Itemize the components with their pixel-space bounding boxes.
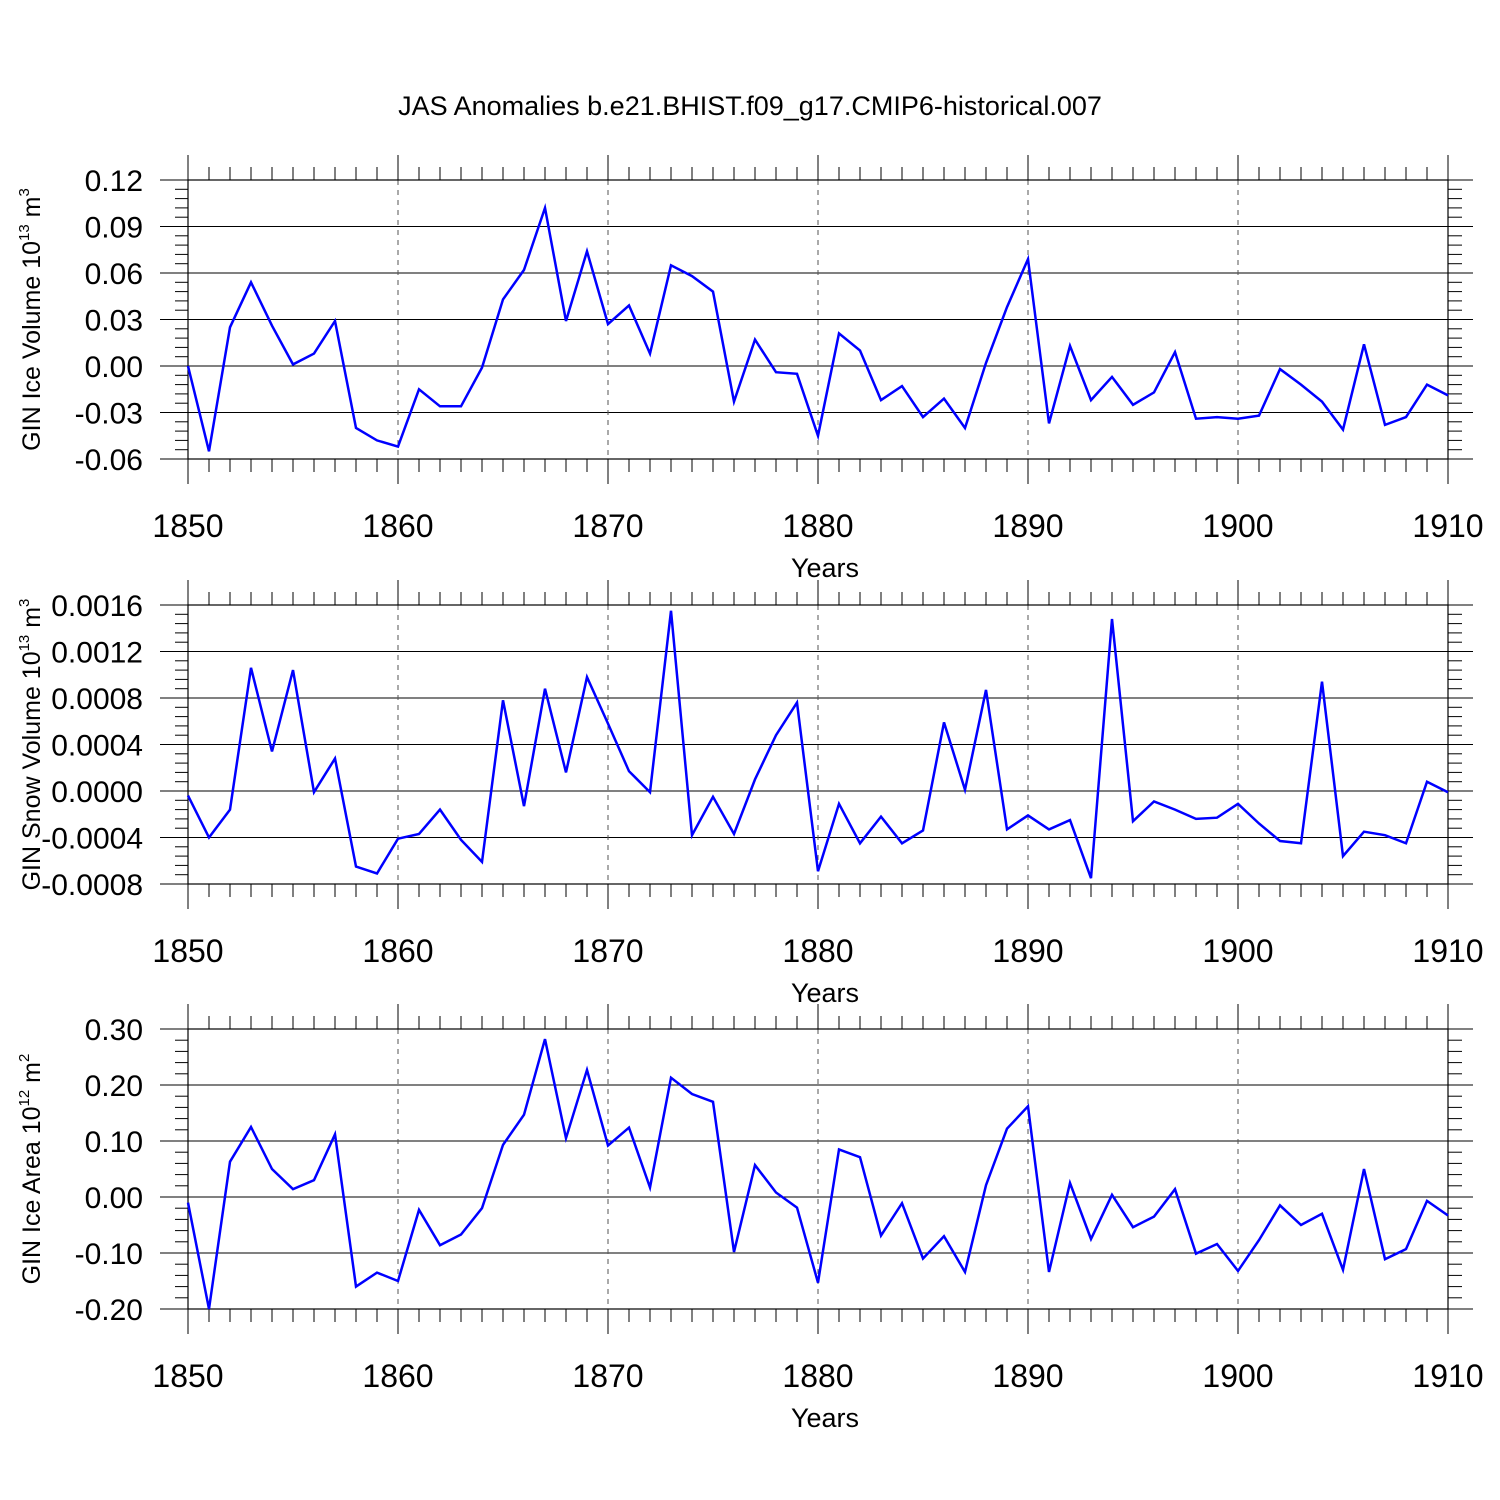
y-axis-title: GIN Ice Area 1012 m2 bbox=[16, 1054, 46, 1285]
y-axis-title-unit-exp: 3 bbox=[16, 188, 33, 196]
xtick-label: 1880 bbox=[782, 508, 853, 544]
x-axis-title: Years bbox=[791, 1403, 859, 1433]
ytick-label: 0.20 bbox=[85, 1070, 143, 1103]
xtick-label: 1850 bbox=[152, 508, 223, 544]
ytick-label: 0.0008 bbox=[51, 683, 143, 716]
ytick-label: -0.0004 bbox=[41, 823, 143, 856]
y-axis-title-unit-exp: 3 bbox=[16, 599, 33, 607]
y-axis-title-exp: 13 bbox=[16, 224, 33, 241]
series-line-ice-area bbox=[186, 1038, 1449, 1310]
y-axis-title-base: GIN Ice Area 10 bbox=[18, 1106, 46, 1284]
ytick-label: 0.30 bbox=[85, 1014, 143, 1047]
xtick-label: 1860 bbox=[362, 933, 433, 969]
xtick-label: 1900 bbox=[1202, 508, 1273, 544]
ytick-label: 0.0004 bbox=[51, 730, 143, 763]
y-axis-title: GIN Snow Volume 1013 m3 bbox=[16, 599, 46, 891]
x-axis-title: Years bbox=[791, 553, 859, 583]
y-axis-title-base: GIN Snow Volume 10 bbox=[18, 651, 46, 890]
x-axis-title: Years bbox=[791, 978, 859, 1008]
panels: -0.06 -0.03 0.00 0.03 0.06 0.09 0.12 1850 1860 18… bbox=[16, 155, 1484, 1433]
y-axis-title-unit-exp: 2 bbox=[16, 1054, 33, 1062]
y-axis-title-exp: 12 bbox=[16, 1090, 33, 1107]
xtick-label: 1880 bbox=[782, 1358, 853, 1394]
xtick-label: 1850 bbox=[152, 933, 223, 969]
xtick-label: 1870 bbox=[572, 933, 643, 969]
plot-frame bbox=[187, 179, 1449, 460]
ytick-label: -0.10 bbox=[75, 1238, 143, 1271]
series-line-ice-volume bbox=[186, 202, 1449, 452]
ytick-label: -0.03 bbox=[75, 398, 143, 431]
xtick-label: 1900 bbox=[1202, 1358, 1273, 1394]
xtick-label: 1880 bbox=[782, 933, 853, 969]
xtick-label: 1860 bbox=[362, 1358, 433, 1394]
y-axis-title-unit: m bbox=[18, 1062, 46, 1090]
ytick-label: 0.0000 bbox=[51, 776, 143, 809]
panel-ice-area: -0.20 -0.10 0.00 0.10 0.20 0.30 1850 1860 1870 18… bbox=[16, 1004, 1484, 1433]
ytick-label: 0.00 bbox=[85, 351, 143, 384]
xtick-label: 1870 bbox=[572, 508, 643, 544]
xtick-label: 1910 bbox=[1412, 933, 1483, 969]
y-axis-title-base: GIN Ice Volume 10 bbox=[18, 241, 46, 451]
xtick-label: 1900 bbox=[1202, 933, 1273, 969]
xtick-label: 1890 bbox=[992, 933, 1063, 969]
ytick-label: -0.06 bbox=[75, 444, 143, 477]
y-axis-title-unit: m bbox=[18, 197, 46, 225]
xtick-label: 1860 bbox=[362, 508, 433, 544]
plot-frame bbox=[187, 604, 1449, 885]
y-axis-title-unit: m bbox=[18, 607, 46, 635]
ytick-label: 0.10 bbox=[85, 1126, 143, 1159]
ytick-label: 0.00 bbox=[85, 1182, 143, 1215]
xtick-label: 1910 bbox=[1412, 1358, 1483, 1394]
ytick-label: 0.03 bbox=[85, 305, 143, 338]
xtick-label: 1870 bbox=[572, 1358, 643, 1394]
ytick-label: 0.0016 bbox=[51, 590, 143, 623]
ytick-label: -0.20 bbox=[75, 1294, 143, 1327]
ytick-label: 0.0012 bbox=[51, 637, 143, 670]
xtick-label: 1890 bbox=[992, 508, 1063, 544]
plot-frame bbox=[187, 1028, 1449, 1310]
ytick-label: 0.12 bbox=[85, 165, 143, 198]
series-line-snow-volume bbox=[186, 610, 1449, 879]
ytick-label: 0.09 bbox=[85, 212, 143, 245]
ytick-label: 0.06 bbox=[85, 258, 143, 291]
xtick-label: 1910 bbox=[1412, 508, 1483, 544]
panel-ice-volume: -0.06 -0.03 0.00 0.03 0.06 0.09 0.12 1850 1860 18… bbox=[16, 155, 1484, 583]
ytick-label: -0.0008 bbox=[41, 869, 143, 902]
xtick-label: 1890 bbox=[992, 1358, 1063, 1394]
y-axis-title: GIN Ice Volume 1013 m3 bbox=[16, 188, 46, 451]
panel-snow-volume: -0.0008 -0.0004 0.0000 0.0004 0.0008 0.0012 0.… bbox=[16, 580, 1484, 1008]
figure-title: JAS Anomalies b.e21.BHIST.f09_g17.CMIP6-… bbox=[398, 91, 1102, 121]
xtick-label: 1850 bbox=[152, 1358, 223, 1394]
y-axis-title-exp: 13 bbox=[16, 635, 33, 652]
